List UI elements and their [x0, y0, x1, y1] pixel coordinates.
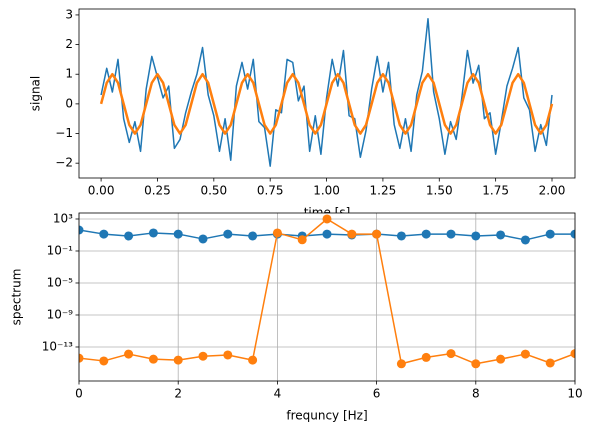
marker [248, 231, 258, 241]
marker [545, 358, 555, 368]
marker [173, 229, 183, 239]
y-tick-label: 0 [65, 96, 73, 110]
x-tick-label: 10 [567, 387, 582, 401]
marker [421, 352, 431, 362]
marker [570, 229, 575, 239]
marker [272, 228, 282, 238]
marker [446, 229, 456, 239]
x-tick-label: 1.25 [370, 184, 397, 198]
marker [396, 231, 406, 241]
marker [471, 359, 481, 369]
marker [297, 235, 307, 245]
marker [446, 349, 456, 359]
x-tick-label: 0.50 [200, 184, 227, 198]
marker [99, 229, 109, 239]
marker [148, 354, 158, 364]
marker [496, 230, 506, 240]
marker [322, 214, 332, 224]
y-tick-label: 10⁻⁵ [47, 275, 74, 289]
marker [198, 351, 208, 361]
y-tick-label: 10³ [53, 211, 73, 225]
y-tick-label: 10⁻⁹ [47, 307, 74, 321]
marker [372, 229, 382, 239]
y-tick-label: 10⁻¹ [47, 243, 74, 257]
series-line [100, 18, 553, 167]
y-tick-label: 1 [65, 67, 73, 81]
axes-frame [78, 8, 576, 179]
marker [124, 231, 134, 241]
x-tick-label: 2 [174, 387, 182, 401]
y-axis-label: signal [29, 76, 43, 112]
y-tick-label: −2 [55, 156, 73, 170]
y-tick-label: 10⁻¹³ [42, 339, 73, 353]
marker [99, 356, 109, 366]
marker [173, 355, 183, 365]
plot-area [79, 214, 575, 369]
axes: 0 2 4 6 8 10 10⁻¹³ 10⁻⁹ 10⁻⁵ 10⁻¹ 10³ frequncy [Hz]… [10, 211, 583, 422]
y-axis-label: spectrum [10, 269, 24, 326]
marker [223, 350, 233, 360]
x-tick-label: 8 [472, 387, 480, 401]
marker [148, 228, 158, 238]
marker [421, 229, 431, 239]
marker [79, 353, 84, 363]
x-tick-label: 1.00 [313, 184, 340, 198]
x-tick-label: 4 [274, 387, 282, 401]
marker [223, 229, 233, 239]
marker [496, 354, 506, 364]
axes-background [79, 213, 575, 381]
x-tick-label: 6 [373, 387, 381, 401]
marker [198, 234, 208, 244]
marker [347, 229, 357, 239]
x-tick-label: 1.50 [426, 184, 453, 198]
marker [520, 235, 530, 245]
marker [570, 349, 575, 359]
marker [545, 229, 555, 239]
y-tick-label: 2 [65, 37, 73, 51]
y-tick-label: −1 [55, 126, 73, 140]
y-tick-label: 3 [65, 7, 73, 21]
marker [248, 355, 258, 365]
x-tick-label: 0 [75, 387, 83, 401]
x-tick-label: 0.75 [257, 184, 284, 198]
x-axis-label: frequncy [Hz] [286, 409, 367, 423]
axes: 0.00 0.25 0.50 0.75 1.00 1.25 1.50 1.75 2.00 −2 −1… [29, 7, 576, 220]
marker [79, 225, 84, 235]
x-tick-label: 0.25 [144, 184, 171, 198]
marker [322, 229, 332, 239]
marker [471, 231, 481, 241]
marker [124, 349, 134, 359]
marker [520, 349, 530, 359]
x-tick-label: 1.75 [482, 184, 509, 198]
x-tick-label: 0.00 [88, 184, 115, 198]
marker [396, 359, 406, 369]
series-line [99, 72, 554, 135]
x-tick-label: 2.00 [539, 184, 566, 198]
axes-frame [78, 212, 576, 382]
plot-area [99, 18, 554, 167]
